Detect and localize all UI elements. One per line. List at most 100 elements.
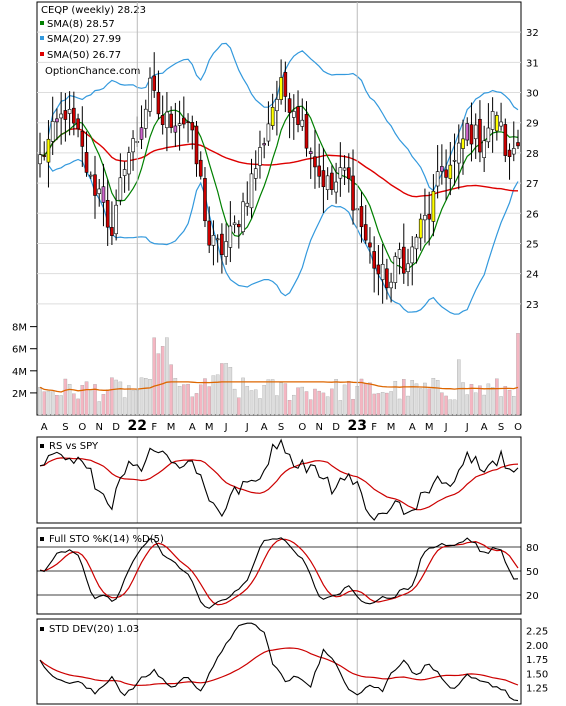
candle-body (334, 181, 338, 193)
legend-sma20: SMA(20) 27.99 (47, 34, 121, 45)
x-tick-label: D (112, 422, 120, 433)
candle-body (279, 77, 283, 100)
candle-body (418, 218, 423, 239)
volume-bar (410, 380, 414, 416)
volume-bar (84, 381, 89, 416)
candle-body (385, 268, 389, 289)
volume-bar (220, 363, 224, 416)
candle-body (346, 167, 351, 179)
volume-bar (469, 384, 474, 416)
volume-bar (182, 384, 186, 416)
candle-body (308, 151, 313, 154)
volume-bar (93, 384, 97, 416)
candle-body (160, 115, 165, 125)
volume-bar (495, 378, 499, 416)
x-tick-label: 22 (128, 418, 147, 434)
candle-body (143, 108, 148, 129)
candle-body (368, 242, 372, 248)
candle-body (304, 114, 309, 149)
stddev-tick-label: 1.50 (526, 669, 548, 680)
x-tick-label: D (332, 422, 340, 433)
candle-body (88, 174, 93, 177)
volume-bar (253, 389, 258, 416)
volume-tick-label: 6M (12, 345, 27, 356)
candle-body (266, 123, 271, 142)
candle-body (224, 241, 228, 257)
volume-bar (228, 367, 233, 416)
candle-body (410, 246, 415, 264)
candle-body (317, 165, 321, 177)
x-axis-labels: A S O N D 22 F M A M J J A S O N D 23 F M A M J J A S O (41, 2, 522, 704)
candle-body (330, 172, 334, 190)
candle-body (173, 125, 178, 133)
candle-body (253, 168, 258, 179)
x-tick-label: M (167, 422, 176, 433)
candle-body (67, 109, 72, 114)
price-tick-label: 32 (526, 28, 539, 39)
volume-bar (139, 377, 144, 416)
candle-body (452, 159, 457, 162)
volume-bar (330, 388, 334, 416)
volume-bar (465, 394, 469, 416)
volume-bar (105, 389, 110, 416)
candle-body (131, 138, 135, 153)
candle-body (321, 170, 326, 188)
x-tick-label: O (514, 422, 522, 433)
volume-bar (385, 392, 389, 416)
sto-title: Full STO %K(14) %D(5) (49, 534, 164, 545)
candle-body (148, 77, 152, 112)
volume-bar (499, 396, 503, 416)
volume-bars (38, 333, 520, 416)
candle-body (499, 121, 503, 127)
candle-body (220, 233, 224, 256)
candle-body (490, 111, 495, 130)
candle-body (215, 238, 220, 241)
volume-bar (118, 381, 123, 416)
watermark: OptionChance.com (45, 66, 140, 77)
volume-bar (342, 384, 347, 416)
volume-bar (397, 398, 402, 416)
candle-body (182, 117, 186, 125)
legend-swatch-sma50 (40, 52, 44, 56)
sma50-line (39, 128, 518, 198)
x-tick-label: O (78, 422, 86, 433)
volume-bar (46, 390, 51, 416)
candle-body (287, 98, 292, 113)
candle-body (448, 164, 453, 179)
legend-swatch-sma20 (40, 36, 44, 40)
candle-body (431, 190, 436, 222)
volume-bar (203, 378, 207, 416)
volume-bar (490, 387, 495, 416)
x-tick-label: M (205, 422, 214, 433)
candle-body (258, 147, 262, 166)
candle-body (444, 169, 448, 178)
bollinger-lower-line (48, 158, 519, 315)
candle-body (186, 121, 190, 123)
volume-bar (63, 378, 68, 416)
volume-bar (461, 382, 465, 416)
candle-body (516, 142, 520, 147)
candle-body (283, 72, 288, 97)
volume-bar (418, 388, 423, 416)
volume-bar (372, 393, 376, 416)
volume-bar (512, 396, 516, 416)
candlesticks (38, 52, 520, 304)
sto-panel: 20 50 80 Full STO %K(14) %D(5) (36, 527, 539, 615)
stddev-frame (36, 618, 522, 705)
volume-bar (283, 383, 288, 416)
volume-bar (165, 337, 169, 416)
volume-bar (304, 391, 309, 416)
volume-bar (215, 374, 220, 416)
volume-bar (516, 333, 520, 416)
volume-bar (275, 395, 279, 416)
sto-k-line (39, 537, 519, 609)
candle-body (380, 264, 385, 280)
volume-bar (55, 394, 59, 416)
candle-body (241, 201, 245, 233)
candle-body (482, 140, 486, 158)
candle-body (435, 171, 440, 187)
x-tick-label: J (245, 422, 249, 433)
price-tick-label: 23 (526, 300, 539, 311)
candle-body (393, 256, 398, 283)
